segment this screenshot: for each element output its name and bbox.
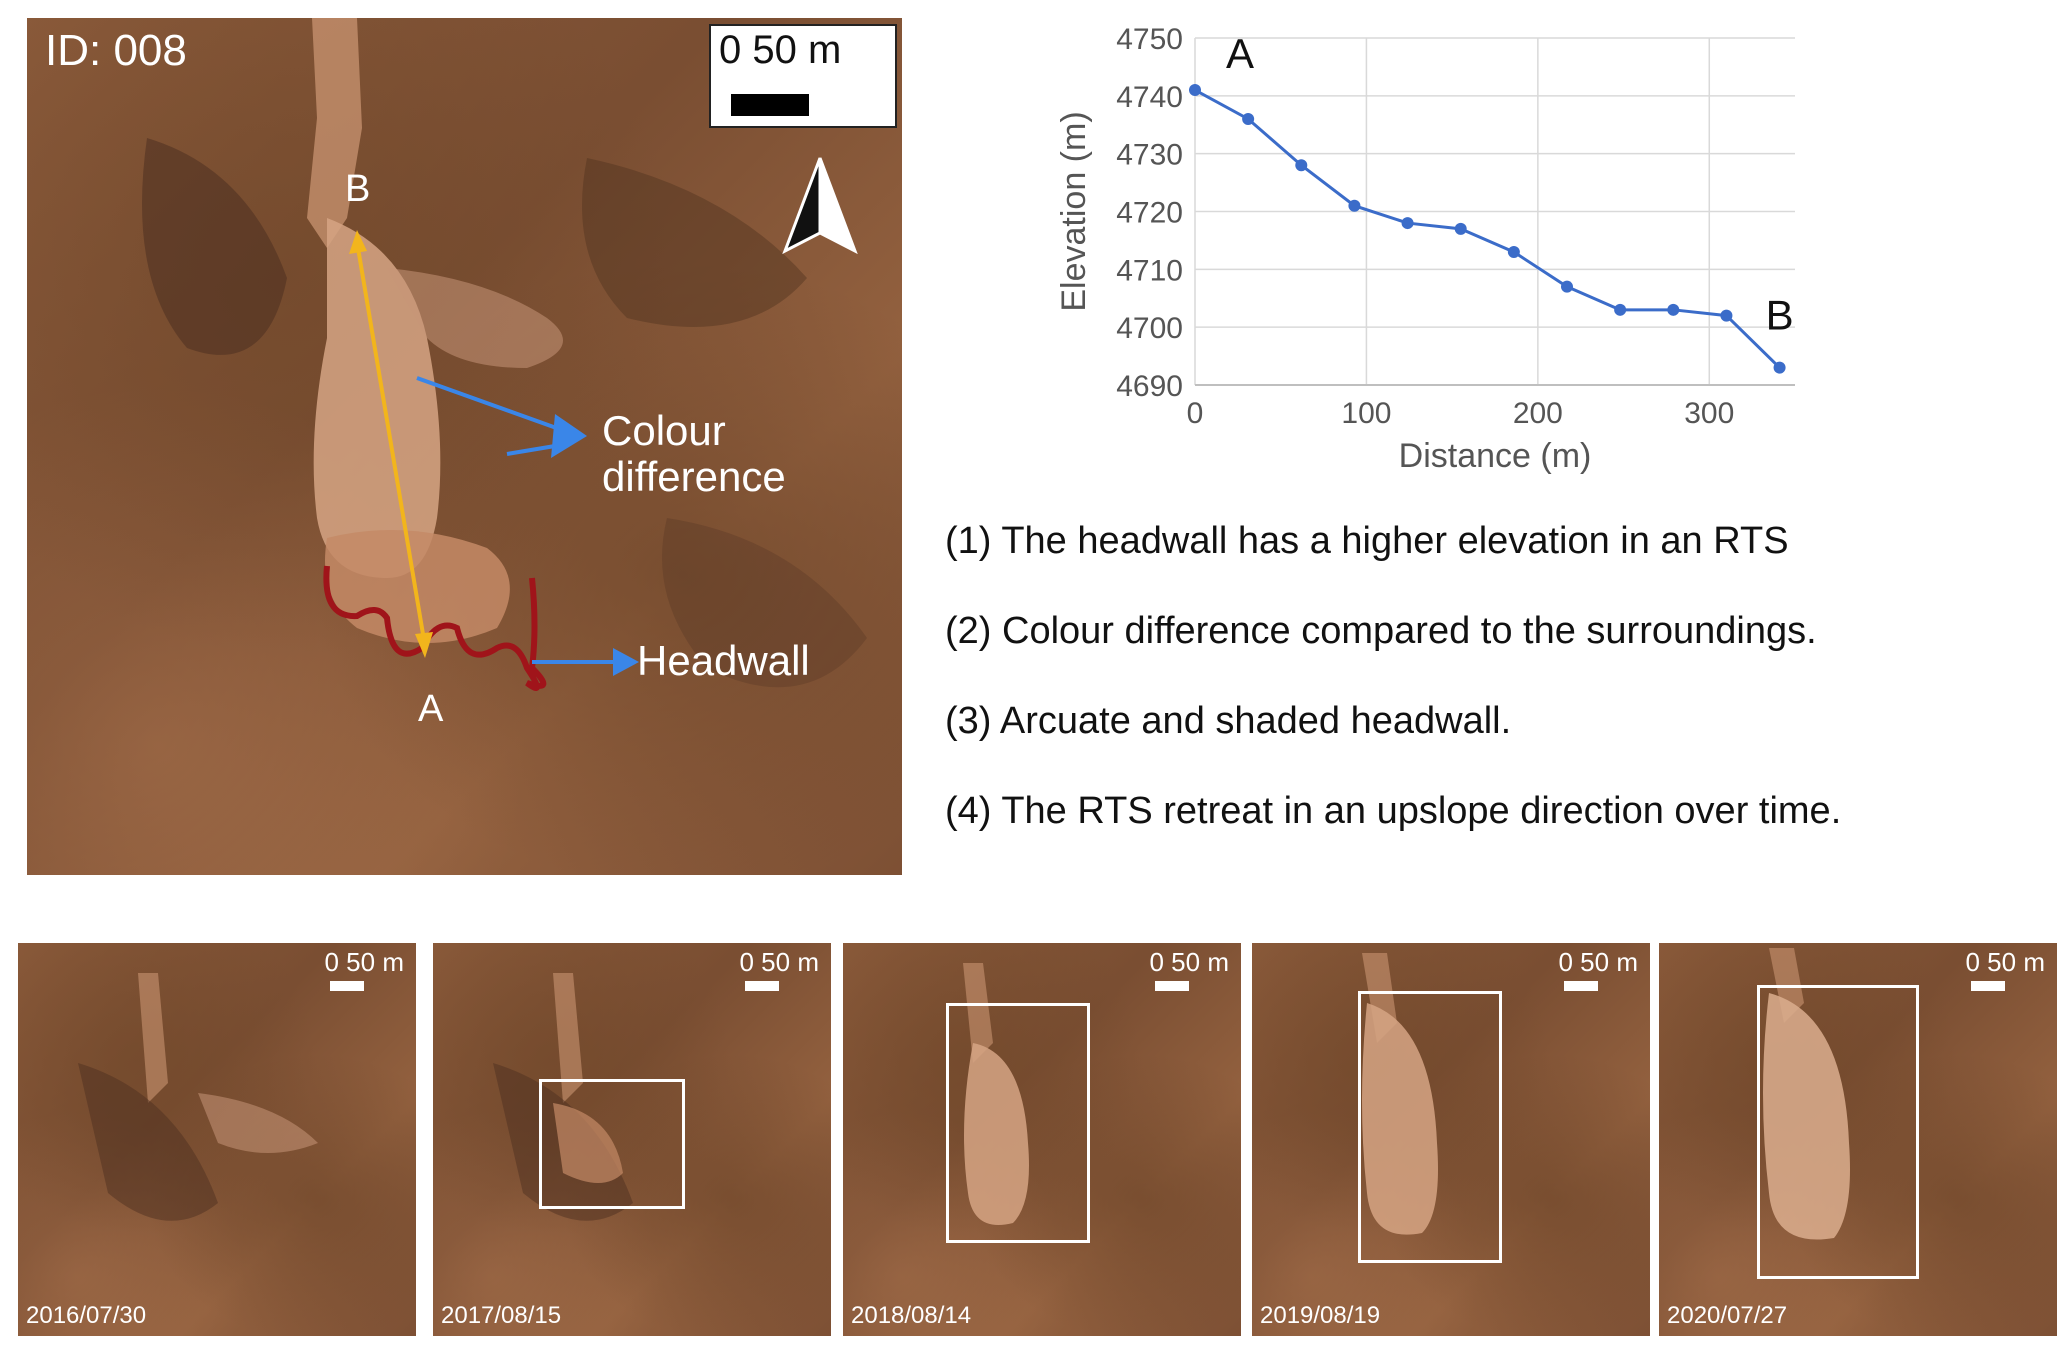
colour-difference-label: Colour difference (602, 407, 786, 501)
scale-bar: 0 50 m (709, 24, 897, 128)
thumb-scale-bar (330, 981, 364, 991)
series-line (1194, 88, 1781, 369)
timeseries-image-2018: 0 50 m 2018/08/14 (843, 943, 1241, 1336)
rts-frame (1757, 985, 1919, 1279)
timeseries-image-2019: 0 50 m 2019/08/19 (1252, 943, 1650, 1336)
headwall-label: Headwall (637, 637, 810, 684)
rts-frame (946, 1003, 1090, 1243)
thumb-date: 2017/08/15 (441, 1302, 562, 1329)
data-point (1189, 84, 1201, 97)
rts-frame (539, 1079, 685, 1209)
headwall-outline (323, 565, 547, 691)
data-point (1614, 303, 1627, 316)
profile-point-label: B (1766, 292, 1794, 339)
colour-difference-label-line2: difference (602, 453, 786, 501)
profile-point-label: A (1226, 30, 1254, 77)
y-tick-label: 4720 (1116, 197, 1183, 230)
thumb-scale-text: 0 50 m (1149, 947, 1230, 977)
thumb-scale-bar (745, 981, 779, 991)
scale-bar-text: 0 50 m (719, 28, 842, 72)
criterion-4: (4) The RTS retreat in an upslope direct… (945, 790, 1842, 832)
data-point (1720, 309, 1733, 322)
point-a-label: A (418, 688, 444, 730)
x-tick-label: 0 (1187, 397, 1204, 430)
x-tick-label: 200 (1513, 397, 1563, 430)
y-tick-label: 4710 (1116, 254, 1183, 287)
y-tick-label: 4750 (1116, 23, 1183, 56)
profile-line (355, 241, 427, 647)
data-point (1561, 280, 1573, 293)
y-tick-label: 4730 (1116, 139, 1183, 172)
headwall-arrow (532, 648, 639, 676)
data-point (1401, 217, 1414, 230)
rts-frame (1358, 991, 1502, 1263)
thumb-scale-text: 0 50 m (324, 947, 405, 977)
x-axis-label: Distance (m) (1399, 437, 1592, 475)
thumb-scale-bar (1971, 981, 2005, 991)
data-point (1242, 112, 1255, 125)
y-axis-label: Elevation (m) (1055, 111, 1093, 311)
thumb-scale-text: 0 50 m (1965, 947, 2046, 977)
x-tick-label: 300 (1684, 397, 1734, 430)
colour-difference-label-line1: Colour (602, 407, 726, 454)
x-tick-label: 100 (1341, 397, 1391, 430)
north-arrow-icon (782, 157, 858, 255)
thumb-date: 2018/08/14 (851, 1302, 972, 1329)
data-point (1507, 245, 1520, 258)
thumb-scale-bar (1155, 981, 1189, 991)
y-tick-label: 4740 (1116, 81, 1183, 114)
elevation-profile-chart: 4690 4700 4710 4720 4730 4740 4750 0 100 200 300 Di… (1040, 0, 1840, 490)
main-satellite-image: ID: 008 0 50 m B A Colour difference Hea… (27, 18, 902, 875)
timeseries-image-2020: 0 50 m 2020/07/27 (1659, 943, 2057, 1336)
main-image-overlay (142, 18, 867, 691)
thumb-scale-bar (1564, 981, 1598, 991)
criterion-3: (3) Arcuate and shaded headwall. (945, 700, 1512, 742)
timeseries-image-2017: 0 50 m 2017/08/15 (433, 943, 831, 1336)
thumb-date: 2020/07/27 (1667, 1302, 1788, 1329)
data-point (1295, 159, 1308, 172)
y-tick-label: 4700 (1116, 312, 1183, 345)
data-point (1348, 199, 1361, 212)
thumb-scale-text: 0 50 m (1558, 947, 1639, 977)
data-point (1773, 361, 1786, 374)
y-tick-label: 4690 (1116, 370, 1183, 403)
data-point (1667, 303, 1680, 316)
chart-canvas: 4690 4700 4710 4720 4730 4740 4750 0 100 200 300 Di… (1055, 23, 1795, 475)
data-point (1454, 222, 1467, 235)
colour-difference-arrow (416, 376, 587, 458)
thumb-date: 2016/07/30 (26, 1302, 147, 1329)
timeseries-image-2016: 0 50 m 2016/07/30 (18, 943, 416, 1336)
criterion-2: (2) Colour difference compared to the su… (945, 610, 1817, 652)
thumb-scale-text: 0 50 m (739, 947, 820, 977)
scale-bar-graphic (731, 94, 809, 116)
point-b-label: B (345, 168, 371, 210)
thumb-date: 2019/08/19 (1260, 1302, 1381, 1329)
criterion-1: (1) The headwall has a higher elevation … (945, 520, 1789, 562)
image-id-label: ID: 008 (45, 26, 187, 75)
